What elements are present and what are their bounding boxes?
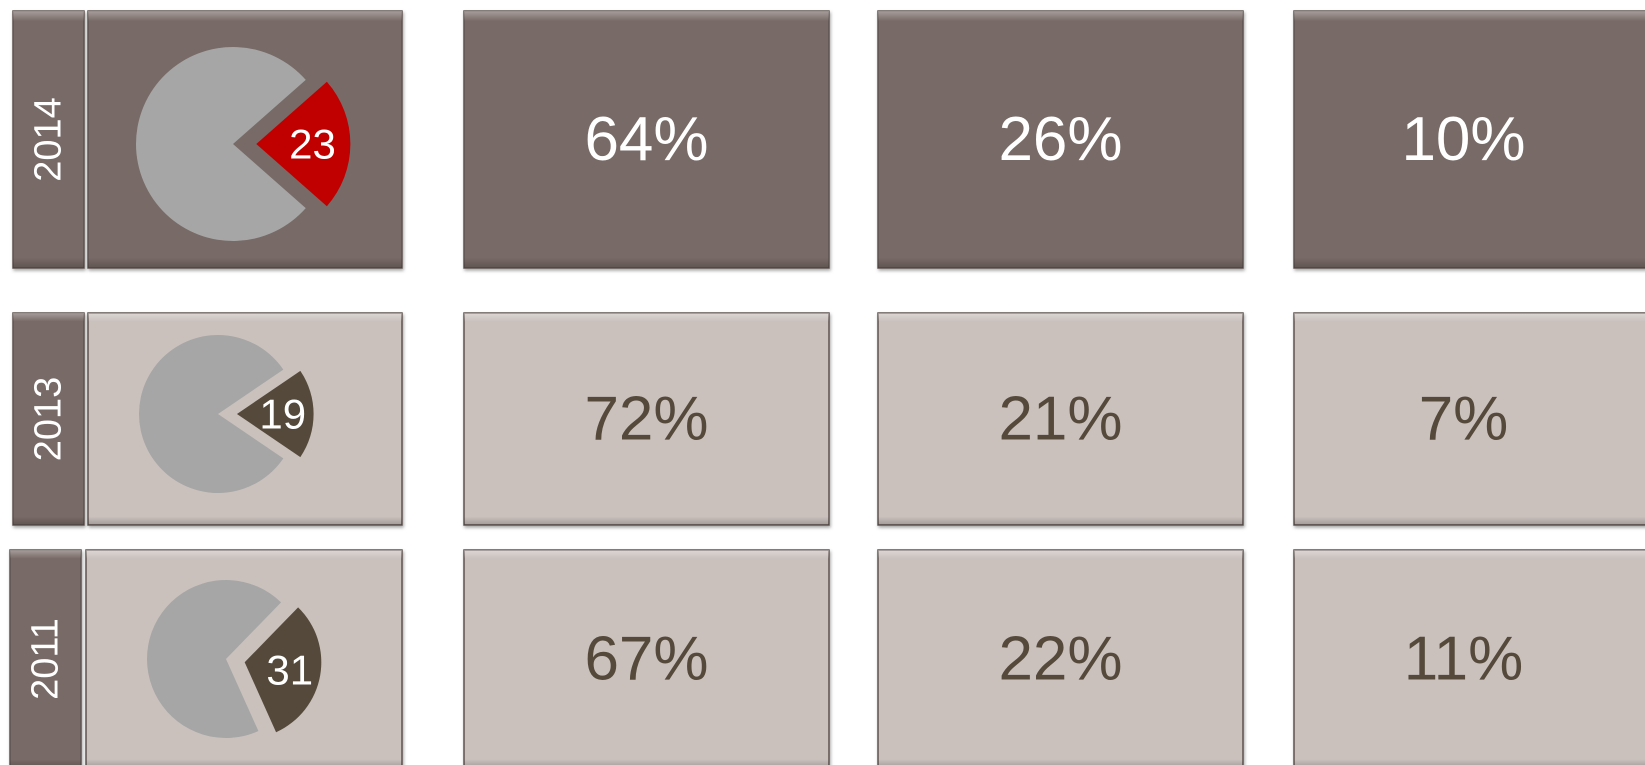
value-text: 11% — [1404, 625, 1524, 694]
pie-label: 23 — [289, 121, 336, 168]
value-cell-bevel — [1294, 313, 1645, 525]
value-cell-bevel — [464, 550, 829, 765]
year-label: 2013 — [28, 377, 70, 462]
value-text: 22% — [998, 625, 1122, 694]
pie-rest — [147, 580, 282, 738]
value-text: 72% — [584, 385, 708, 454]
year-label: 2011 — [25, 618, 67, 700]
pie-slice — [256, 81, 351, 207]
value-cell-bevel — [1294, 550, 1645, 765]
pie-slice — [236, 370, 314, 458]
value-text: 64% — [584, 105, 708, 174]
year-tab-bevel — [10, 550, 81, 765]
pie-label: 19 — [259, 391, 306, 438]
value-cell-bevel — [464, 313, 829, 525]
value-text: 26% — [998, 105, 1122, 174]
value-cell-bevel — [464, 11, 829, 268]
year-tab-bevel — [13, 313, 84, 525]
pie-rest — [139, 334, 284, 493]
pie-label: 31 — [266, 647, 313, 694]
value-text: 67% — [584, 625, 708, 694]
year-label: 2014 — [28, 97, 70, 182]
value-cell-bevel — [878, 11, 1243, 268]
pie-slice — [244, 607, 322, 733]
pie-rest — [135, 46, 306, 242]
value-text: 21% — [998, 385, 1122, 454]
value-cell-bevel — [878, 313, 1243, 525]
value-cell-bevel — [878, 550, 1243, 765]
year-tab-bevel — [13, 11, 84, 268]
value-text: 10% — [1401, 105, 1525, 174]
value-text: 7% — [1419, 385, 1509, 454]
value-cell-bevel — [1294, 11, 1645, 268]
